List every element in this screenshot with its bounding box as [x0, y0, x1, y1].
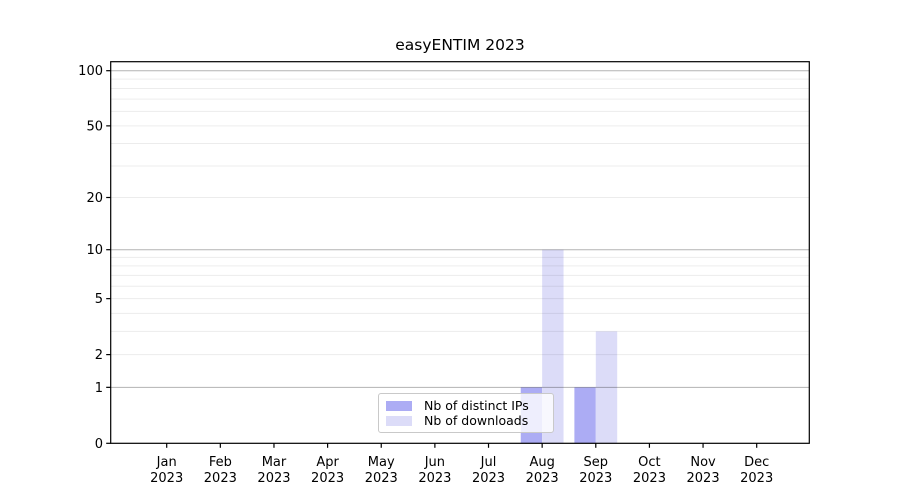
y-axis-tick-label: 5: [95, 292, 103, 307]
y-axis-tick-label: 10: [86, 243, 103, 258]
y-axis-tick-label: 0: [95, 437, 103, 452]
legend-swatch-distinct-ips: [386, 400, 412, 411]
legend-swatch-downloads: [386, 415, 412, 426]
x-axis-tick-label-month: Jul: [480, 455, 497, 470]
x-axis-tick-label-year: 2023: [633, 471, 666, 486]
x-axis-tick-label-year: 2023: [365, 471, 398, 486]
x-axis-tick-label-year: 2023: [472, 471, 505, 486]
legend-label-distinct-ips: Nb of distinct IPs: [424, 398, 529, 413]
x-axis-tick-label-month: Nov: [690, 455, 716, 470]
x-axis-tick-label-year: 2023: [740, 471, 773, 486]
legend: Nb of distinct IPs Nb of downloads: [378, 393, 554, 433]
x-axis-tick-label-year: 2023: [150, 471, 183, 486]
x-axis-tick-label-month: Sep: [584, 455, 609, 470]
x-axis-tick-label-month: May: [368, 455, 395, 470]
y-axis-tick-label: 50: [86, 119, 103, 134]
x-axis-tick-label-year: 2023: [687, 471, 720, 486]
x-axis-tick-label-month: Dec: [744, 455, 769, 470]
x-axis-tick-label-month: Jun: [424, 455, 445, 470]
legend-item-downloads: Nb of downloads: [386, 413, 545, 428]
x-axis-tick-label-month: Jan: [156, 455, 177, 470]
bar-distinct-ips-sep: [574, 387, 596, 444]
x-axis-tick-label-year: 2023: [526, 471, 559, 486]
y-axis-tick-label: 20: [86, 191, 103, 206]
chart-title: easyENTIM 2023: [395, 36, 525, 54]
x-axis-tick-label-year: 2023: [257, 471, 290, 486]
y-axis-tick-label: 2: [95, 348, 103, 363]
x-axis-tick-label-month: Feb: [209, 455, 232, 470]
legend-item-distinct-ips: Nb of distinct IPs: [386, 398, 545, 413]
x-axis-tick-label-month: Aug: [529, 455, 554, 470]
x-axis-tick-label-year: 2023: [418, 471, 451, 486]
bar-downloads-sep: [595, 331, 618, 444]
x-axis-tick-label-month: Mar: [262, 455, 287, 470]
y-axis-tick-label: 100: [78, 64, 103, 79]
x-axis-tick-label-year: 2023: [579, 471, 612, 486]
y-axis-tick-label: 1: [95, 381, 103, 396]
x-axis-tick-label-year: 2023: [204, 471, 237, 486]
legend-label-downloads: Nb of downloads: [424, 413, 529, 428]
x-axis-tick-label-month: Oct: [638, 455, 660, 470]
plot-frame: [110, 61, 810, 444]
x-axis-tick-label-year: 2023: [311, 471, 344, 486]
x-axis-tick-label-month: Apr: [316, 455, 339, 470]
